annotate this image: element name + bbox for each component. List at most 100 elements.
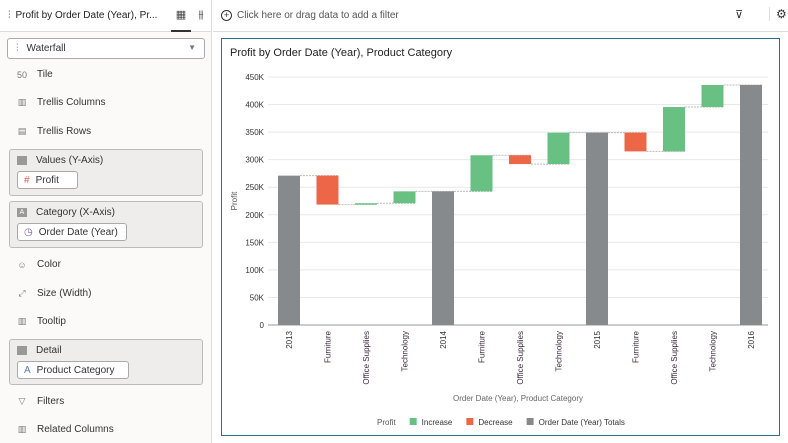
tile-icon: 50 — [16, 69, 27, 80]
bar-technology — [547, 132, 570, 165]
drop-zone-trellis-rows[interactable]: ▤ Trellis Rows — [16, 126, 91, 137]
bar-2014 — [432, 191, 454, 325]
row-label: Trellis Rows — [37, 126, 92, 137]
y-tick-label: 250K — [245, 183, 264, 192]
x-tick-label: Office Supplies — [670, 331, 679, 385]
legend-item: Increase — [422, 418, 453, 427]
filter-icon: ▽ — [18, 396, 26, 406]
x-tick-label: Technology — [555, 331, 564, 371]
row-label: Filters — [37, 396, 65, 407]
filter-placeholder[interactable]: Click here or drag data to add a filter — [237, 10, 399, 21]
waterfall-chart: 0 50K 100K 150K 200K 250K 300K 350K 400K 450K Prof… — [230, 73, 768, 427]
pill-label: Product Category — [36, 364, 115, 376]
row-label: Related Columns — [37, 424, 114, 435]
drop-zone-related-columns[interactable]: ▥ Related Columns — [16, 424, 114, 435]
x-tick-label: Office Supplies — [362, 331, 371, 385]
profit-pill[interactable]: # Profit — [17, 171, 78, 189]
y-tick-label: 200K — [245, 211, 264, 220]
x-tick-label: 2014 — [439, 330, 448, 348]
trellis-rows-icon: ▤ — [17, 126, 27, 136]
legend-item: Decrease — [478, 418, 513, 427]
settings-icon[interactable]: ⚙ — [769, 7, 787, 21]
bar-2013 — [278, 175, 300, 325]
row-label: Tooltip — [37, 316, 66, 327]
order-date-pill[interactable]: ◷ Order Date (Year) — [17, 223, 127, 241]
bar-office-supplies — [663, 107, 685, 152]
values-icon — [17, 156, 27, 165]
row-label: Trellis Columns — [37, 97, 106, 108]
measure-icon: # — [24, 174, 30, 186]
x-tick-label: Technology — [709, 331, 718, 371]
drop-zone-color[interactable]: ☺ Color — [16, 259, 61, 270]
group-label: Detail — [36, 345, 62, 356]
x-tick-label: Furniture — [632, 330, 641, 363]
y-tick-label: 450K — [245, 73, 264, 82]
bar-office-supplies — [509, 155, 531, 165]
x-tick-label: 2016 — [747, 330, 756, 348]
filter-options-icon[interactable]: ⊽ — [735, 9, 744, 21]
panel-header: ⫶ Profit by Order Date (Year), Pr... ▦ ⫵ — [0, 0, 211, 32]
legend-item: Order Date (Year) Totals — [539, 418, 625, 427]
drop-zone-size[interactable]: ⤢ Size (Width) — [16, 288, 91, 299]
waterfall-chart-icon: ⫶ — [8, 10, 11, 21]
drop-zone-category[interactable]: A Category (X-Axis) ◷ Order Date (Year) — [9, 201, 203, 248]
y-tick-label: 400K — [245, 101, 264, 110]
chart-type-select[interactable]: ⫶ Waterfall ▼ — [7, 38, 205, 59]
bar-furniture — [316, 175, 339, 205]
drop-zone-tile[interactable]: 50 Tile — [16, 69, 53, 80]
y-tick-label: 300K — [245, 156, 264, 165]
bar-2015 — [586, 132, 608, 325]
related-columns-icon: ▥ — [17, 424, 27, 434]
drop-zone-tooltip[interactable]: ▥ Tooltip — [16, 316, 66, 327]
bar-2016 — [740, 84, 762, 325]
bar-office-supplies — [355, 203, 377, 205]
clock-icon: ◷ — [24, 226, 33, 238]
chart-type-value: Waterfall — [26, 43, 66, 54]
y-axis-label: Profit — [230, 191, 239, 210]
chart-title: Profit by Order Date (Year), Product Cat… — [230, 47, 453, 59]
drop-zone-detail[interactable]: Detail A Product Category — [9, 339, 203, 385]
filter-bar[interactable]: + Click here or drag data to add a filte… — [213, 0, 788, 32]
properties-panel: ⫶ Profit by Order Date (Year), Pr... ▦ ⫵… — [0, 0, 212, 443]
group-label: Category (X-Axis) — [36, 207, 115, 218]
pill-label: Order Date (Year) — [38, 226, 118, 238]
y-tick-label: 100K — [245, 266, 264, 275]
grammar-tab-icon[interactable]: ▦ — [171, 0, 191, 32]
y-tick-label: 350K — [245, 128, 264, 137]
x-tick-label: Furniture — [324, 330, 333, 363]
visualization-title: Profit by Order Date (Year), Pr... — [15, 10, 158, 21]
drop-zone-trellis-columns[interactable]: ▥ Trellis Columns — [16, 97, 106, 108]
chevron-down-icon: ▼ — [188, 43, 196, 52]
bar-technology — [393, 191, 416, 204]
legend-title: Profit — [377, 418, 396, 427]
legend-swatch — [409, 418, 417, 425]
row-label: Color — [37, 259, 61, 270]
group-label: Values (Y-Axis) — [36, 155, 104, 166]
x-tick-label: 2015 — [593, 330, 602, 348]
legend-swatch — [526, 418, 534, 425]
bar-furniture — [470, 155, 493, 192]
x-tick-label: Furniture — [478, 330, 487, 363]
product-category-pill[interactable]: A Product Category — [17, 361, 129, 379]
trellis-columns-icon: ▥ — [17, 97, 27, 107]
detail-icon — [17, 346, 27, 355]
drop-zone-filters[interactable]: ▽ Filters — [16, 396, 65, 407]
color-palette-icon: ☺ — [17, 259, 27, 270]
x-tick-label: 2013 — [285, 330, 294, 348]
attribute-icon: A — [24, 364, 31, 376]
waterfall-icon: ⫶ — [16, 43, 19, 54]
row-label: Tile — [37, 69, 53, 80]
size-icon: ⤢ — [18, 288, 26, 298]
bar-furniture — [624, 132, 647, 152]
bar-technology — [701, 84, 724, 108]
drop-zone-values[interactable]: Values (Y-Axis) # Profit — [9, 149, 203, 196]
category-icon: A — [17, 208, 27, 217]
add-filter-icon[interactable]: + — [221, 10, 232, 21]
properties-tab-icon[interactable]: ⫵ — [198, 9, 204, 21]
chart-canvas[interactable]: Profit by Order Date (Year), Product Cat… — [221, 38, 780, 436]
x-axis-label: Order Date (Year), Product Category — [453, 394, 583, 403]
y-tick-label: 50K — [250, 293, 265, 302]
row-label: Size (Width) — [37, 288, 92, 299]
y-tick-label: 150K — [245, 238, 264, 247]
legend-swatch — [466, 418, 474, 425]
